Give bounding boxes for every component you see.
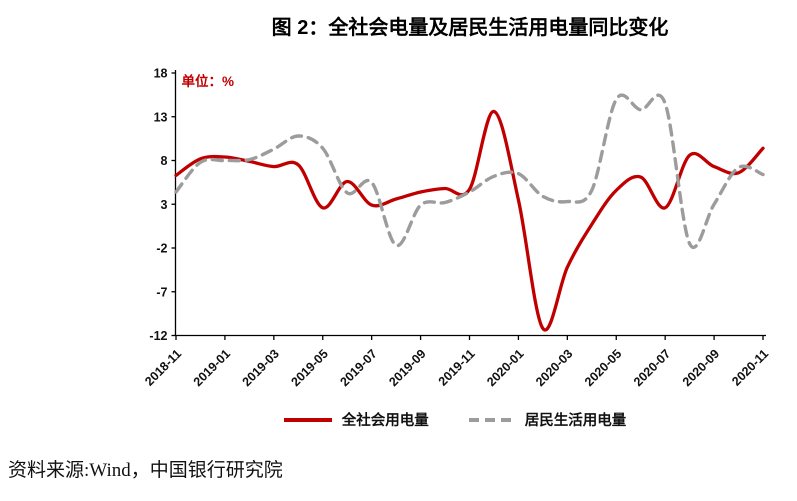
y-tick-label: -2 <box>156 242 167 256</box>
x-tick-label: 2020-03 <box>533 347 575 389</box>
legend-item-total: 全社会用电量 <box>283 409 429 430</box>
gray-dashed-line-swatch <box>468 417 515 422</box>
residential-electricity-line <box>174 93 765 249</box>
x-tick-label: 2019-09 <box>386 347 428 389</box>
x-tick-label: 2019-01 <box>191 347 233 389</box>
y-tick-label: 13 <box>154 110 168 124</box>
legend-item-residential: 居民生活用电量 <box>468 409 627 430</box>
x-tick-label: 2020-07 <box>631 347 673 389</box>
y-tick-label: -12 <box>149 329 167 343</box>
x-tick-label: 2018-11 <box>142 347 184 389</box>
y-tick-label: -7 <box>156 285 167 299</box>
red-solid-line-swatch <box>283 417 332 422</box>
x-tick-label: 2019-03 <box>240 347 282 389</box>
y-tick-label: 8 <box>161 154 168 168</box>
y-tick-label: 3 <box>161 198 168 212</box>
legend-label-total: 全社会用电量 <box>341 413 429 429</box>
x-tick-label: 2020-05 <box>582 347 624 389</box>
chart-legend: 全社会用电量 居民生活用电量 <box>120 409 790 430</box>
chart-title: 图 2：全社会电量及居民生活用电量同比变化 <box>271 17 669 39</box>
x-tick-label: 2020-11 <box>729 347 771 389</box>
x-tick-label: 2019-07 <box>337 347 379 389</box>
total-electricity-line <box>174 109 765 332</box>
y-tick-label: 18 <box>154 67 168 81</box>
x-tick-label: 2020-01 <box>484 347 526 389</box>
x-tick-label: 2020-09 <box>680 347 722 389</box>
x-tick-label: 2019-11 <box>436 347 478 389</box>
source-note: 资料来源:Wind，中国银行研究院 <box>8 460 283 481</box>
x-tick-label: 2019-05 <box>289 347 331 389</box>
legend-label-residential: 居民生活用电量 <box>524 413 627 429</box>
unit-label: 单位：% <box>182 73 235 89</box>
